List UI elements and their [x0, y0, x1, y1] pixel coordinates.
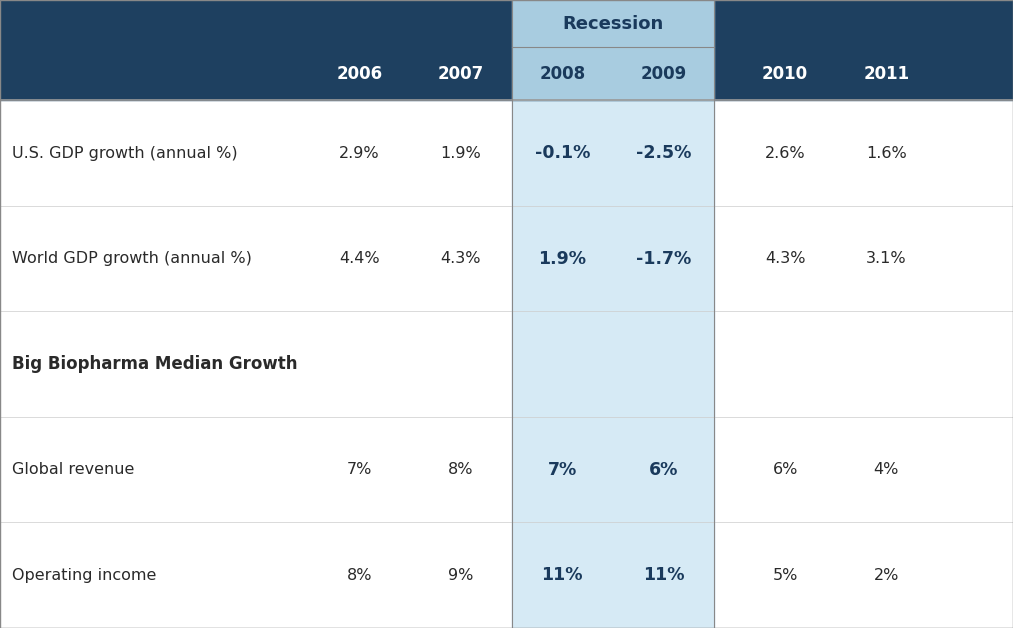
Bar	[0, 47, 1013, 100]
Bar	[512, 0, 714, 47]
Text: U.S. GDP growth (annual %): U.S. GDP growth (annual %)	[12, 146, 238, 161]
Text: Big Biopharma Median Growth: Big Biopharma Median Growth	[12, 355, 298, 373]
Text: 2%: 2%	[873, 568, 900, 583]
Text: 1.9%: 1.9%	[441, 146, 481, 161]
Text: World GDP growth (annual %): World GDP growth (annual %)	[12, 251, 252, 266]
Text: 2009: 2009	[640, 65, 687, 83]
Text: 4.4%: 4.4%	[339, 251, 380, 266]
Text: 5%: 5%	[772, 568, 798, 583]
Text: Operating income: Operating income	[12, 568, 157, 583]
Text: -0.1%: -0.1%	[535, 144, 590, 162]
Text: 2006: 2006	[336, 65, 383, 83]
Text: 11%: 11%	[643, 566, 684, 584]
Text: 2008: 2008	[539, 65, 586, 83]
Text: 7%: 7%	[346, 462, 373, 477]
Text: Recession: Recession	[562, 14, 664, 33]
Bar	[0, 0, 1013, 47]
Text: 2010: 2010	[762, 65, 808, 83]
Text: 7%: 7%	[548, 461, 576, 479]
Text: 8%: 8%	[346, 568, 373, 583]
Text: 8%: 8%	[448, 462, 474, 477]
Text: 2007: 2007	[438, 65, 484, 83]
Text: -2.5%: -2.5%	[636, 144, 691, 162]
Text: 2.9%: 2.9%	[339, 146, 380, 161]
Text: 11%: 11%	[542, 566, 582, 584]
Bar	[512, 47, 714, 100]
Text: 4.3%: 4.3%	[441, 251, 481, 266]
Text: Global revenue: Global revenue	[12, 462, 135, 477]
Text: 6%: 6%	[649, 461, 678, 479]
Text: 4%: 4%	[873, 462, 900, 477]
Text: 2.6%: 2.6%	[765, 146, 805, 161]
Bar	[512, 100, 714, 628]
Text: 6%: 6%	[772, 462, 798, 477]
Text: 3.1%: 3.1%	[866, 251, 907, 266]
Bar	[512, 100, 714, 628]
Text: 4.3%: 4.3%	[765, 251, 805, 266]
Text: 1.6%: 1.6%	[866, 146, 907, 161]
Text: -1.7%: -1.7%	[636, 250, 691, 268]
Text: 9%: 9%	[448, 568, 474, 583]
Text: 2011: 2011	[863, 65, 910, 83]
Text: 1.9%: 1.9%	[538, 250, 587, 268]
Bar	[0, 100, 1013, 628]
